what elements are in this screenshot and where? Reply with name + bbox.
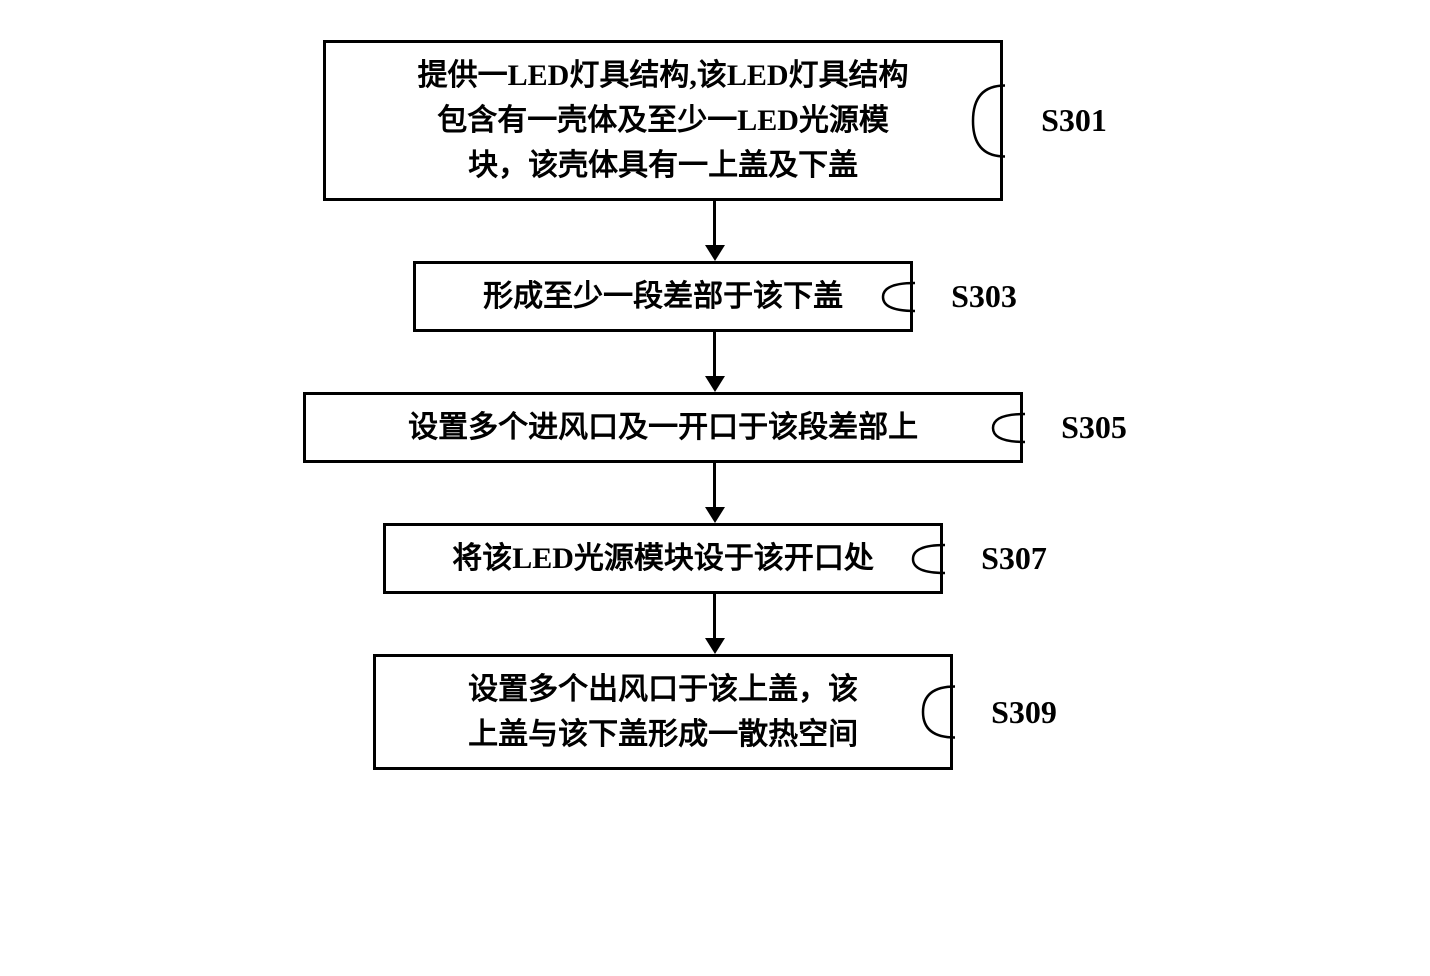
arrow-line (713, 201, 716, 246)
arrow-line (713, 463, 716, 508)
step-label: S307 (981, 540, 1047, 577)
flowchart-box: 设置多个出风口于该上盖，该 上盖与该下盖形成一散热空间 (373, 654, 953, 770)
step-label: S303 (951, 278, 1017, 315)
flow-arrow (705, 201, 725, 261)
flowchart-step-s309: 设置多个出风口于该上盖，该 上盖与该下盖形成一散热空间 S309 (373, 654, 1057, 770)
arrow-head-icon (705, 638, 725, 654)
step-label: S309 (991, 694, 1057, 731)
label-connector (913, 281, 943, 313)
flow-arrow (705, 463, 725, 523)
label-connector (1003, 83, 1033, 158)
flowchart-step-s305: 设置多个进风口及一开口于该段差部上 S305 (303, 392, 1127, 463)
arrow-line (713, 594, 716, 639)
label-connector (943, 543, 973, 575)
arrow-head-icon (705, 507, 725, 523)
step-label: S305 (1061, 409, 1127, 446)
arrow-line (713, 332, 716, 377)
arrow-head-icon (705, 376, 725, 392)
flowchart-step-s301: 提供一LED灯具结构,该LED灯具结构 包含有一壳体及至少一LED光源模 块，该… (323, 40, 1107, 201)
flowchart-box: 形成至少一段差部于该下盖 (413, 261, 913, 332)
arrow-head-icon (705, 245, 725, 261)
flow-arrow (705, 594, 725, 654)
flowchart-box: 将该LED光源模块设于该开口处 (383, 523, 943, 594)
flowchart-step-s307: 将该LED光源模块设于该开口处 S307 (383, 523, 1047, 594)
flow-arrow (705, 332, 725, 392)
label-connector (953, 685, 983, 740)
step-label: S301 (1041, 102, 1107, 139)
label-connector (1023, 412, 1053, 444)
flowchart-box: 设置多个进风口及一开口于该段差部上 (303, 392, 1023, 463)
flowchart-container: 提供一LED灯具结构,该LED灯具结构 包含有一壳体及至少一LED光源模 块，该… (303, 40, 1127, 770)
flowchart-box: 提供一LED灯具结构,该LED灯具结构 包含有一壳体及至少一LED光源模 块，该… (323, 40, 1003, 201)
flowchart-step-s303: 形成至少一段差部于该下盖 S303 (413, 261, 1017, 332)
